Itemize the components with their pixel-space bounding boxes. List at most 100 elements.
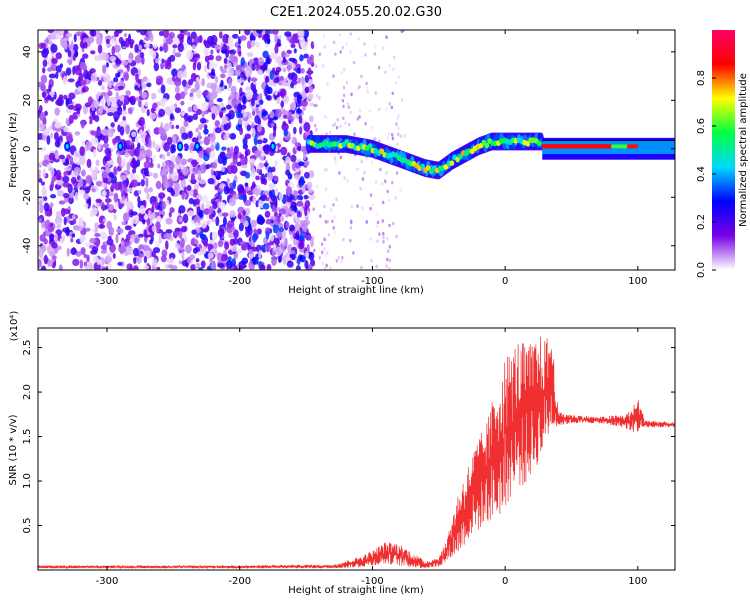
- noise-cell: [217, 228, 225, 238]
- noise-cell: [322, 34, 326, 38]
- noise-cell: [89, 165, 93, 173]
- noise-cell: [315, 64, 318, 68]
- noise-cell: [108, 262, 112, 270]
- colorbar-label: Normalized spectral amplitude: [738, 73, 749, 227]
- noise-cell: [301, 183, 306, 194]
- noise-cell: [237, 117, 243, 125]
- noise-cell: [310, 238, 314, 248]
- noise-cell: [137, 189, 142, 195]
- noise-cell: [300, 67, 305, 74]
- noise-cell: [103, 73, 111, 83]
- noise-cell: [397, 126, 400, 131]
- noise-cell: [289, 103, 295, 110]
- noise-cell: [198, 164, 207, 174]
- noise-cell: [38, 217, 42, 223]
- x-tick-label: -100: [361, 576, 384, 587]
- noise-cell: [319, 214, 322, 218]
- noise-cell: [350, 220, 353, 225]
- noise-cell: [39, 204, 44, 214]
- noise-cell: [318, 96, 321, 100]
- noise-cell: [134, 43, 139, 53]
- noise-cell: [232, 229, 239, 239]
- noise-cell: [113, 85, 119, 91]
- noise-cell: [170, 265, 178, 270]
- x-tick-label: -100: [361, 276, 384, 287]
- noise-cell: [278, 254, 282, 264]
- noise-cell: [143, 214, 149, 220]
- noise-cell: [201, 110, 205, 118]
- noise-cell: [63, 166, 72, 172]
- noise-cell: [59, 238, 65, 244]
- noise-cell: [151, 201, 159, 207]
- noise-cell: [112, 208, 117, 214]
- noise-cell: [315, 184, 319, 188]
- noise-cell: [242, 111, 248, 118]
- noise-cell: [209, 132, 216, 143]
- noise-cell: [95, 180, 103, 187]
- noise-cell: [341, 45, 345, 50]
- noise-cell: [97, 44, 103, 54]
- noise-cell: [155, 180, 162, 190]
- noise-cell: [334, 160, 337, 164]
- noise-cell: [107, 176, 112, 182]
- noise-cell: [173, 231, 180, 237]
- noise-cell: [215, 216, 220, 227]
- noise-cell: [392, 67, 395, 72]
- noise-cell: [323, 247, 326, 251]
- noise-cell: [274, 108, 282, 119]
- noise-cell: [260, 194, 267, 202]
- noise-cell: [224, 85, 228, 90]
- noise-cell: [118, 37, 124, 44]
- noise-cell: [298, 115, 303, 124]
- noise-cell: [62, 75, 68, 86]
- noise-cell: [252, 84, 257, 95]
- noise-cell: [384, 70, 387, 75]
- noise-cell: [121, 110, 128, 115]
- noise-cell: [222, 115, 229, 125]
- noise-cell: [193, 104, 198, 112]
- noise-cell: [378, 107, 381, 112]
- noise-cell: [123, 141, 127, 151]
- noise-cell: [219, 111, 223, 119]
- noise-cell: [38, 169, 42, 175]
- noise-cell: [308, 263, 312, 270]
- noise-cell: [208, 62, 213, 71]
- noise-cell: [200, 233, 207, 240]
- noise-cell: [210, 89, 218, 99]
- noise-cell: [89, 237, 97, 244]
- noise-cell: [335, 197, 338, 202]
- noise-cell: [236, 111, 241, 119]
- noise-cell: [52, 255, 57, 260]
- noise-cell: [142, 219, 146, 225]
- noise-cell: [42, 128, 50, 136]
- noise-cell: [283, 129, 289, 137]
- noise-cell: [381, 219, 385, 223]
- noise-cell: [284, 237, 288, 248]
- noise-cell: [102, 176, 108, 184]
- noise-cell: [93, 100, 100, 107]
- noise-cell: [286, 64, 293, 70]
- noise-cell: [223, 122, 230, 131]
- noise-cell: [81, 169, 86, 177]
- noise-cell: [171, 171, 179, 182]
- noise-cell: [386, 249, 390, 253]
- noise-cell: [225, 260, 233, 269]
- noise-cell: [169, 104, 176, 111]
- noise-cell: [321, 261, 325, 266]
- noise-cell: [224, 241, 230, 250]
- noise-cell: [376, 212, 379, 217]
- noise-cell: [165, 217, 173, 225]
- noise-cell: [201, 78, 205, 87]
- noise-cell: [41, 91, 47, 98]
- noise-cell: [365, 220, 369, 224]
- noise-cell: [74, 191, 79, 201]
- noise-cell: [75, 31, 83, 37]
- noise-cell: [173, 181, 180, 192]
- y-tick-label: 2.5: [22, 340, 33, 356]
- ridge-peak-cell: [379, 148, 385, 155]
- noise-cell: [153, 62, 160, 72]
- noise-cell: [146, 108, 150, 117]
- noise-cell: [381, 46, 385, 50]
- noise-cell: [159, 46, 163, 52]
- noise-cell: [66, 247, 70, 257]
